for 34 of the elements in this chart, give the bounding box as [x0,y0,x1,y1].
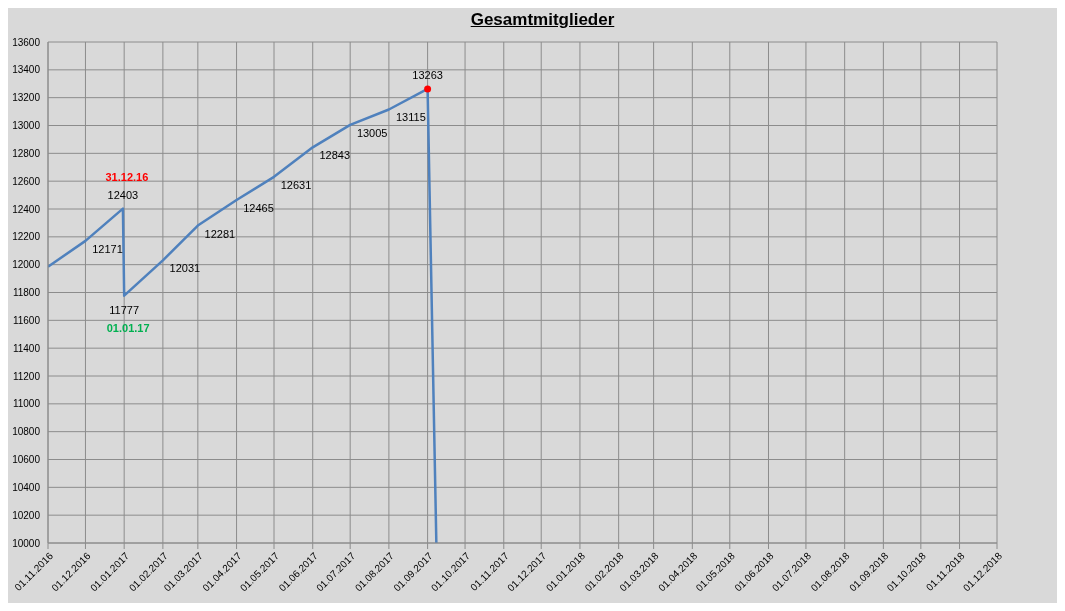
y-tick-label: 10400 [12,481,41,493]
annotation: 31.12.16 [105,170,149,183]
data-label: 12843 [319,149,351,162]
data-label: 13005 [356,126,388,139]
y-tick-label: 13600 [12,36,41,48]
y-tick-label: 10000 [12,537,41,549]
y-tick-label: 12800 [12,147,41,159]
data-label: 13115 [396,111,426,124]
data-label: 13263 [412,68,443,81]
line-series [48,87,438,543]
y-tick-label: 12400 [12,203,41,215]
y-tick-label: 13400 [12,64,41,76]
data-label: 12465 [243,201,274,214]
y-tick-label: 13200 [12,92,41,104]
y-tick-label: 10200 [12,509,41,521]
y-tick-label: 11200 [12,370,41,382]
y-tick-label: 13000 [12,120,41,132]
y-tick-label: 11000 [12,398,41,410]
chart-title: Gesamtmitglieder [469,9,616,30]
y-tick-label: 10600 [12,454,41,466]
annotation: 01.01.17 [106,321,150,334]
y-tick-label: 11600 [12,314,41,326]
data-label: 12403 [107,188,139,201]
y-tick-label: 10800 [12,426,41,438]
data-label: 12631 [280,178,312,191]
data-label: 11777 [109,303,140,316]
data-label: 12031 [169,262,201,275]
y-tick-label: 11400 [12,342,41,354]
data-label: 12281 [204,227,236,240]
y-tick-label: 12600 [12,175,41,187]
y-tick-label: 12000 [12,259,41,271]
y-tick-label: 11800 [12,287,41,299]
y-tick-label: 12200 [12,231,41,243]
data-label: 12171 [92,242,123,255]
